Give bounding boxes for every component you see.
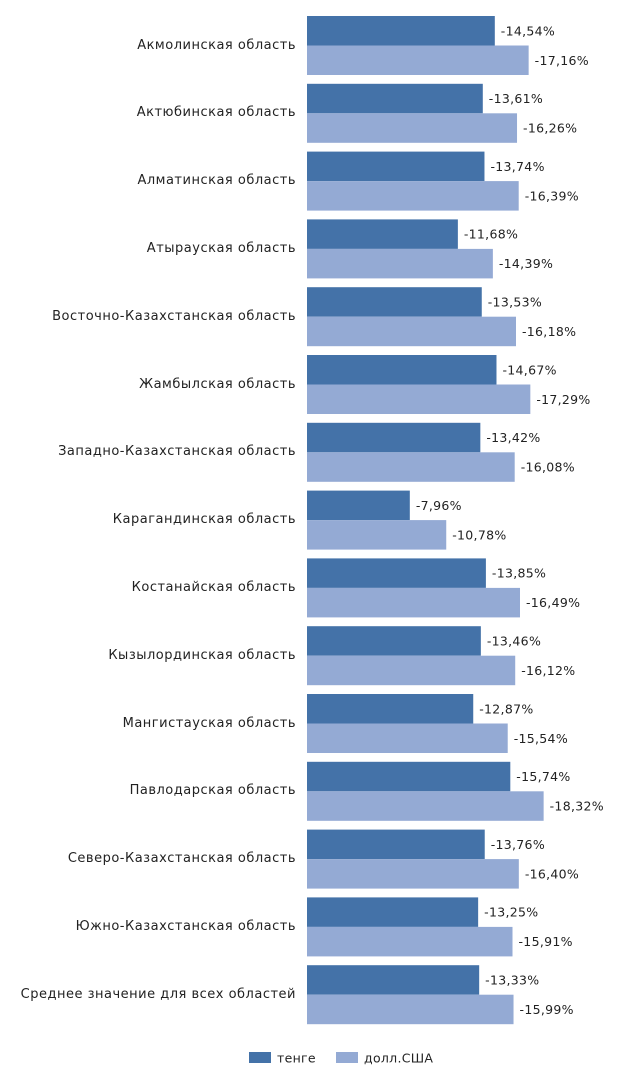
value-label: -16,12% [521,663,575,678]
bar [307,994,514,1025]
value-label: -10,78% [452,527,506,542]
legend-label: долл.США [364,1051,433,1066]
value-label: -11,68% [464,227,518,242]
bar [307,520,447,550]
bar [307,694,474,724]
legend-swatch [249,1052,271,1063]
value-label: -16,26% [523,121,577,136]
bar [307,219,458,249]
category-label: Костанайская область [131,579,296,595]
category-label: Западно-Казахстанская область [58,444,296,460]
category-label: Мангистауская область [122,715,296,731]
bar [307,490,410,521]
value-label: -14,39% [499,256,553,271]
bar [307,16,495,46]
bar [307,316,516,347]
category-label: Среднее значение для всех областей [20,986,296,1002]
value-label: -13,61% [489,91,543,106]
bar [307,422,481,453]
bar [307,897,479,927]
category-label: Восточно-Казахстанская область [52,308,296,324]
value-label: -15,91% [519,934,573,949]
value-label: -15,74% [516,769,570,784]
value-label: -14,67% [502,362,556,377]
value-label: -14,54% [501,23,555,38]
category-label: Северо-Казахстанская область [67,851,296,867]
value-label: -15,99% [520,1002,574,1017]
bar [307,287,482,317]
bar [307,452,515,482]
legend-swatch [336,1052,358,1063]
category-label: Алматинская область [137,173,296,189]
bar [307,761,511,792]
bar [307,829,485,860]
value-label: -13,76% [491,837,545,852]
value-label: -15,54% [514,731,568,746]
value-label: -13,25% [484,905,538,920]
category-label: Павлодарская область [129,783,296,799]
value-label: -13,74% [490,159,544,174]
category-label: Карагандинская область [112,512,296,528]
value-label: -13,42% [486,430,540,445]
category-label: Актюбинская область [136,105,296,121]
value-label: -13,85% [492,566,546,581]
bar [307,926,513,957]
value-label: -16,40% [525,866,579,881]
bar [307,355,497,385]
legend-label: тенге [277,1051,316,1066]
bar [307,83,483,114]
value-label: -13,53% [488,294,542,309]
value-label: -17,29% [536,392,590,407]
value-label: -16,39% [525,188,579,203]
bar [307,859,519,889]
category-label: Кызылординская область [108,647,296,663]
value-label: -17,16% [535,53,589,68]
category-label: Южно-Казахстанская область [75,918,296,934]
bar [307,626,481,656]
bar [307,655,516,686]
value-label: -16,49% [526,595,580,610]
bar [307,965,480,995]
value-label: -16,08% [521,460,575,475]
value-label: -7,96% [416,498,462,513]
bar [307,384,531,414]
value-label: -12,87% [479,701,533,716]
bar [307,45,529,75]
bar [307,587,520,618]
value-label: -13,33% [485,972,539,987]
value-label: -13,46% [487,633,541,648]
bar [307,151,485,182]
category-label: Жамбылская область [139,376,296,392]
bar [307,558,486,588]
value-label: -16,18% [522,324,576,339]
bar [307,181,519,211]
bar [307,791,544,821]
category-label: Акмолинская область [137,37,296,53]
value-label: -18,32% [550,799,604,814]
category-label: Атырауская область [146,240,296,256]
bar [307,248,493,279]
bar [307,723,508,753]
bar [307,113,518,143]
